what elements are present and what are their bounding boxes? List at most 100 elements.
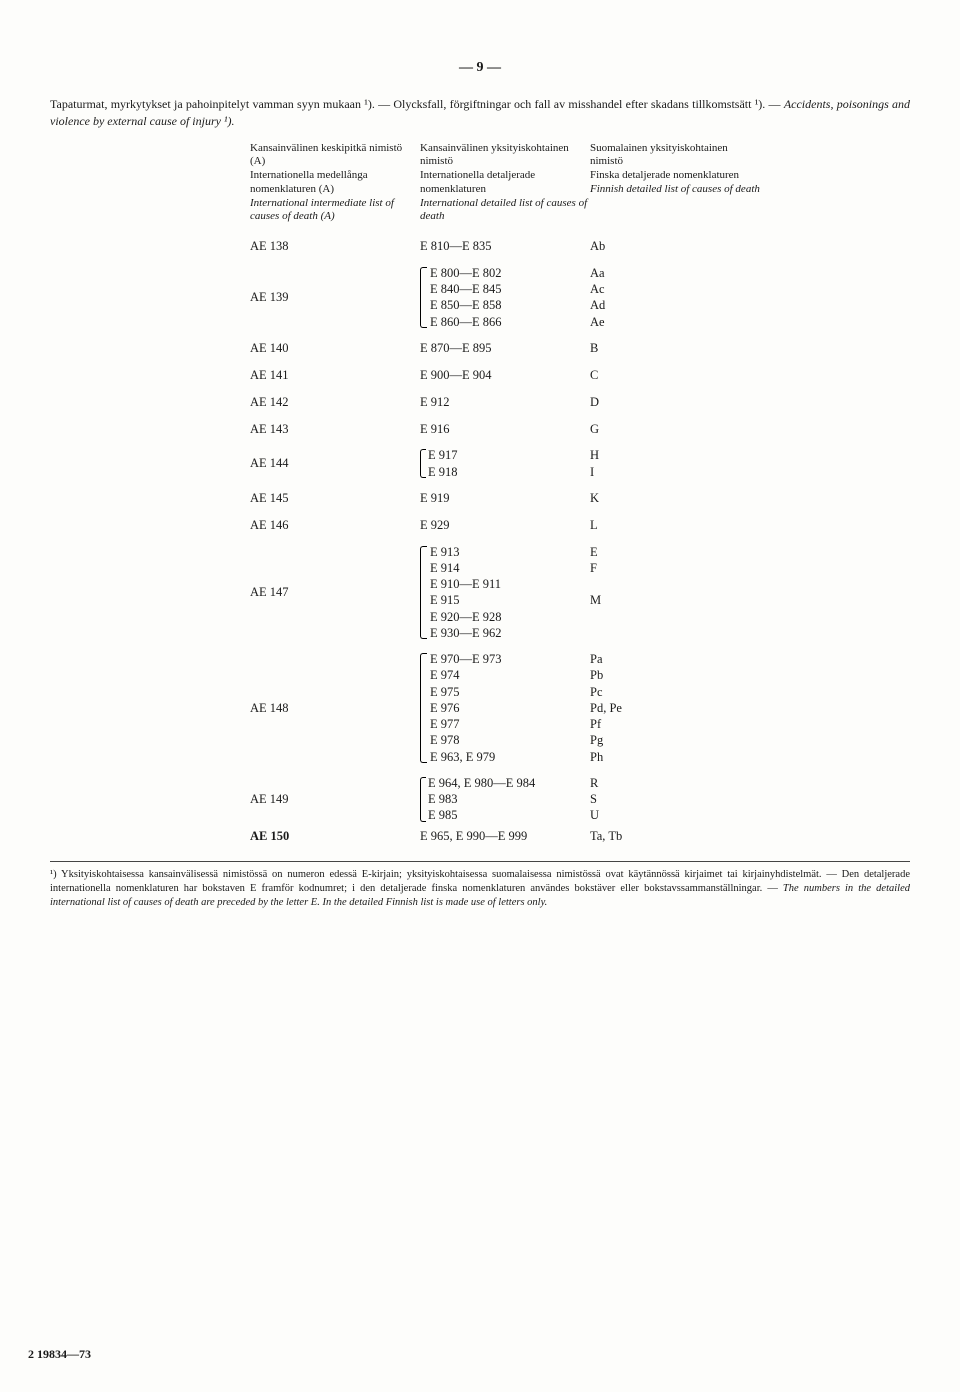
table-row: AE 140E 870—E 895B	[250, 340, 910, 357]
code-line: E 976	[430, 701, 460, 715]
footer-signature: 2 19834—73	[28, 1347, 91, 1362]
brace-right-icon: E 910—E 911 E 915 E 920—E 928 E 930—E 96…	[430, 577, 502, 640]
finnish-code: Ab	[590, 238, 760, 254]
table-row: AE 144 E 917 E 918 H I	[250, 447, 910, 480]
brace-group-icon: E 800—E 802 E 840—E 845 E 850—E 858 E 86…	[420, 265, 510, 330]
code-line: Pd, Pe	[590, 701, 622, 715]
ae-code: AE 141	[250, 367, 420, 384]
code-line: E 850—E 858	[430, 298, 502, 312]
finnish-code: D	[590, 394, 760, 410]
finnish-code: Ta, Tb	[590, 828, 760, 844]
brace-group-icon: E 913 E 914 E 910—E 911 E 915 E 920—E 92…	[420, 544, 510, 642]
code-line: Pc	[590, 685, 603, 699]
header-col-c: Suomalainen yksityiskohtainen nimistö Fi…	[590, 142, 760, 225]
finnish-code: K	[590, 490, 760, 506]
detailed-code: E 964, E 980—E 984 E 983 E 985	[420, 775, 590, 824]
code-line: Pa	[590, 652, 603, 666]
code-line: F	[590, 561, 597, 575]
finnish-code: L	[590, 517, 760, 533]
detailed-code: E 913 E 914 E 910—E 911 E 915 E 920—E 92…	[420, 544, 590, 642]
code-line: Ph	[590, 750, 603, 764]
code-line: M	[590, 593, 601, 607]
detailed-code: E 965, E 990—E 999	[420, 828, 590, 844]
ae-code: AE 146	[250, 517, 420, 534]
footnote: ¹) Yksityiskohtaisessa kansainvälisessä …	[50, 868, 910, 911]
detailed-code: E 929	[420, 517, 590, 533]
column-headers: Kansainvälinen keskipitkä nimistö (A) In…	[250, 142, 910, 225]
code-line: E 985	[428, 808, 458, 822]
hdr-a-en: International intermediate list of cause…	[250, 197, 394, 223]
table-row: AE 147 E 913 E 914 E 910—E 911 E 915 E 9…	[250, 544, 910, 642]
page-number: — 9 —	[50, 60, 910, 76]
table-row: AE 148 E 970—E 973 E 974 E 975 E 976 E 9…	[250, 651, 910, 765]
code-line: Pf	[590, 717, 601, 731]
detailed-code: E 917 E 918	[420, 447, 590, 480]
nomenclature-table: Kansainvälinen keskipitkä nimistö (A) In…	[250, 142, 910, 845]
ae-code: AE 145	[250, 490, 420, 507]
hdr-c-en: Finnish detailed list of causes of death	[590, 183, 760, 195]
code-line: E 978	[430, 733, 460, 747]
heading-text: Tapaturmat, myrkytykset ja pahoinpitelyt…	[50, 97, 784, 111]
detailed-code: E 900—E 904	[420, 367, 590, 383]
finnish-code: B	[590, 340, 760, 356]
hdr-a-sv: Internationella medellånga nomenklaturen…	[250, 169, 368, 195]
code-line: Ac	[590, 282, 605, 296]
header-col-b: Kansainvälinen yksityiskohtainen nimistö…	[420, 142, 590, 225]
code-line: H	[590, 448, 599, 462]
ae-code: AE 142	[250, 394, 420, 411]
finnish-code: R S U	[590, 775, 760, 824]
table-row: AE 142E 912D	[250, 394, 910, 411]
code-line: Aa	[590, 266, 605, 280]
finnish-code: E F M	[590, 544, 760, 642]
detailed-code: E 916	[420, 421, 590, 437]
ae-code: AE 149	[250, 791, 420, 808]
code-line: E 915	[430, 593, 460, 607]
code-line: E 963, E 979	[430, 750, 495, 764]
code-line: Pg	[590, 733, 603, 747]
code-line: S	[590, 792, 597, 806]
code-line: E 913	[430, 545, 460, 559]
code-line: E 800—E 802	[430, 266, 502, 280]
code-line: E	[590, 545, 598, 559]
footnote-text: ¹) Yksityiskohtaisessa kansainvälisessä …	[50, 869, 910, 894]
finnish-code: C	[590, 367, 760, 383]
code-line: I	[590, 465, 594, 479]
ae-code: AE 150	[250, 828, 420, 845]
table-row: AE 139 E 800—E 802 E 840—E 845 E 850—E 8…	[250, 265, 910, 330]
code-line: E 917	[428, 448, 458, 462]
code-line: E 974	[430, 668, 460, 682]
code-line: E 975	[430, 685, 460, 699]
table-row: AE 141E 900—E 904C	[250, 367, 910, 384]
code-line: R	[590, 776, 598, 790]
ae-code: AE 148	[250, 700, 420, 717]
code-line: E 918	[428, 465, 458, 479]
code-line: E 920—E 928	[430, 610, 502, 624]
code-line: Ae	[590, 315, 605, 329]
code-line: E 840—E 845	[430, 282, 502, 296]
hdr-a-fi: Kansainvälinen keskipitkä nimistö (A)	[250, 142, 402, 168]
hdr-c-sv: Finska detaljerade nomenklaturen	[590, 169, 739, 181]
ae-code: AE 143	[250, 421, 420, 438]
code-line: E 930—E 962	[430, 626, 502, 640]
finnish-code: Aa Ac Ad Ae	[590, 265, 760, 330]
heading-paragraph: Tapaturmat, myrkytykset ja pahoinpitelyt…	[50, 96, 910, 130]
detailed-code: E 810—E 835	[420, 238, 590, 254]
ae-code: AE 140	[250, 340, 420, 357]
detailed-code: E 912	[420, 394, 590, 410]
table-row: AE 146E 929L	[250, 517, 910, 534]
finnish-code: Pa Pb Pc Pd, Pe Pf Pg Ph	[590, 651, 760, 765]
code-line: E 860—E 866	[430, 315, 502, 329]
finnish-code: G	[590, 421, 760, 437]
table-row: AE 143E 916G	[250, 421, 910, 438]
separator-line	[50, 861, 910, 862]
code-line: E 910—E 911	[430, 577, 501, 591]
header-col-a: Kansainvälinen keskipitkä nimistö (A) In…	[250, 142, 420, 225]
code-line: E 977	[430, 717, 460, 731]
table-row: AE 149 E 964, E 980—E 984 E 983 E 985 R …	[250, 775, 910, 824]
detailed-code: E 970—E 973 E 974 E 975 E 976 E 977 E 97…	[420, 651, 590, 765]
code-line: Ad	[590, 298, 605, 312]
code-line: E 964, E 980—E 984	[428, 776, 535, 790]
code-line: U	[590, 808, 599, 822]
hdr-b-en: International detailed list of causes of…	[420, 197, 587, 223]
code-line: E 983	[428, 792, 458, 806]
